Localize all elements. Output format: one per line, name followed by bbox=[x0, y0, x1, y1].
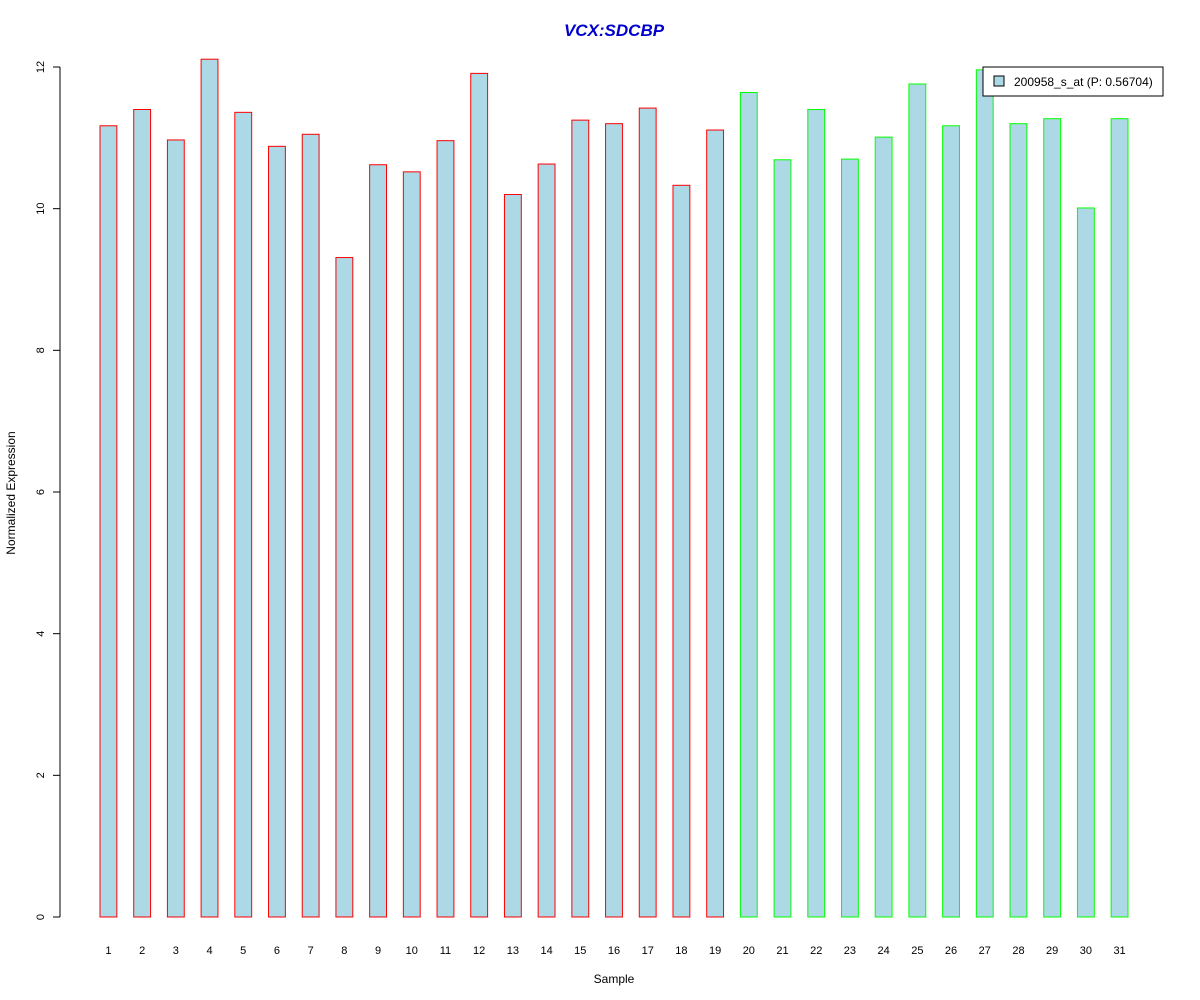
bars bbox=[99, 58, 1129, 918]
bar-sample-21 bbox=[773, 159, 792, 918]
legend-swatch bbox=[993, 75, 1005, 87]
x-tick-label: 10 bbox=[406, 945, 418, 957]
x-tick-label: 18 bbox=[675, 945, 687, 957]
y-tick-label: 6 bbox=[35, 489, 47, 495]
x-tick-label: 15 bbox=[574, 945, 586, 957]
bar-sample-13 bbox=[503, 194, 522, 918]
bar-sample-14 bbox=[537, 163, 556, 918]
x-tick-label: 30 bbox=[1080, 945, 1092, 957]
x-tick-label: 31 bbox=[1113, 945, 1125, 957]
x-tick-label: 20 bbox=[743, 945, 755, 957]
x-tick-label: 12 bbox=[473, 945, 485, 957]
bar-sample-27 bbox=[975, 69, 994, 918]
bar-sample-7 bbox=[301, 133, 320, 918]
legend-box bbox=[982, 66, 1164, 97]
legend: 200958_s_at (P: 0.56704) bbox=[982, 66, 1164, 97]
x-tick-label: 24 bbox=[878, 945, 890, 957]
bar-sample-25 bbox=[908, 83, 927, 918]
bar-sample-1 bbox=[99, 125, 118, 918]
bar-sample-4 bbox=[200, 58, 219, 918]
y-axis: 0 2 4 6 8 10 12 bbox=[35, 61, 61, 920]
bar-sample-29 bbox=[1043, 118, 1062, 918]
x-tick-label: 22 bbox=[810, 945, 822, 957]
x-tick-label: 16 bbox=[608, 945, 620, 957]
bar-sample-10 bbox=[402, 171, 421, 918]
bar-sample-12 bbox=[470, 72, 489, 918]
y-tick-label: 4 bbox=[35, 631, 47, 637]
x-tick-label: 6 bbox=[274, 945, 280, 957]
bar-sample-24 bbox=[874, 136, 893, 918]
bar-sample-18 bbox=[672, 184, 691, 918]
bar-sample-11 bbox=[436, 140, 455, 918]
bar-sample-17 bbox=[638, 107, 657, 918]
x-tick-label: 8 bbox=[341, 945, 347, 957]
x-tick-label: 21 bbox=[776, 945, 788, 957]
bar-sample-26 bbox=[942, 125, 960, 918]
x-tick-label: 3 bbox=[173, 945, 179, 957]
bar-sample-22 bbox=[807, 109, 826, 918]
x-tick-label: 25 bbox=[911, 945, 923, 957]
bar-sample-15 bbox=[571, 119, 590, 918]
x-tick-label: 5 bbox=[240, 945, 246, 957]
x-tick-label: 29 bbox=[1046, 945, 1058, 957]
bar-sample-9 bbox=[369, 164, 387, 918]
x-tick-label: 4 bbox=[206, 945, 212, 957]
x-tick-label: 13 bbox=[507, 945, 519, 957]
x-tick-label: 11 bbox=[440, 945, 451, 957]
x-tick-label: 7 bbox=[308, 945, 314, 957]
y-tick-label: 2 bbox=[35, 772, 47, 778]
x-tick-label: 9 bbox=[375, 945, 381, 957]
y-tick-label: 12 bbox=[35, 61, 47, 73]
y-tick-label: 8 bbox=[35, 347, 47, 353]
bar-sample-23 bbox=[841, 158, 859, 918]
x-tick-label: 2 bbox=[139, 945, 145, 957]
x-tick-label: 17 bbox=[642, 945, 654, 957]
bar-sample-5 bbox=[234, 111, 253, 918]
x-tick-label: 1 bbox=[105, 945, 111, 957]
x-tick-label: 19 bbox=[709, 945, 721, 957]
bar-sample-16 bbox=[605, 123, 623, 918]
x-tick-labels: 1 2 3 4 5 6 7 8 9 10 11 12 13 14 15 16 17 18 19 20 21 22 23 24 2… bbox=[105, 945, 1125, 957]
x-tick-label: 26 bbox=[945, 945, 957, 957]
x-tick-label: 28 bbox=[1012, 945, 1024, 957]
x-tick-label: 27 bbox=[979, 945, 991, 957]
y-tick-label: 0 bbox=[35, 914, 47, 920]
x-tick-label: 14 bbox=[540, 945, 552, 957]
x-tick-label: 23 bbox=[844, 945, 856, 957]
bar-sample-31 bbox=[1110, 118, 1129, 918]
y-axis-label: Normalized Expression bbox=[4, 431, 18, 554]
chart-title: VCX:SDCBP bbox=[564, 21, 665, 40]
bar-sample-20 bbox=[739, 92, 758, 918]
bar-sample-6 bbox=[268, 145, 286, 918]
bar-sample-2 bbox=[133, 109, 152, 918]
bar-sample-8 bbox=[335, 257, 354, 918]
y-tick-label: 10 bbox=[35, 203, 47, 215]
legend-label: 200958_s_at (P: 0.56704) bbox=[1014, 75, 1153, 89]
bar-sample-30 bbox=[1076, 207, 1095, 918]
x-axis-label: Sample bbox=[594, 972, 635, 986]
bar-sample-3 bbox=[166, 139, 185, 918]
bar-sample-28 bbox=[1009, 123, 1028, 918]
bar-sample-19 bbox=[706, 129, 725, 918]
